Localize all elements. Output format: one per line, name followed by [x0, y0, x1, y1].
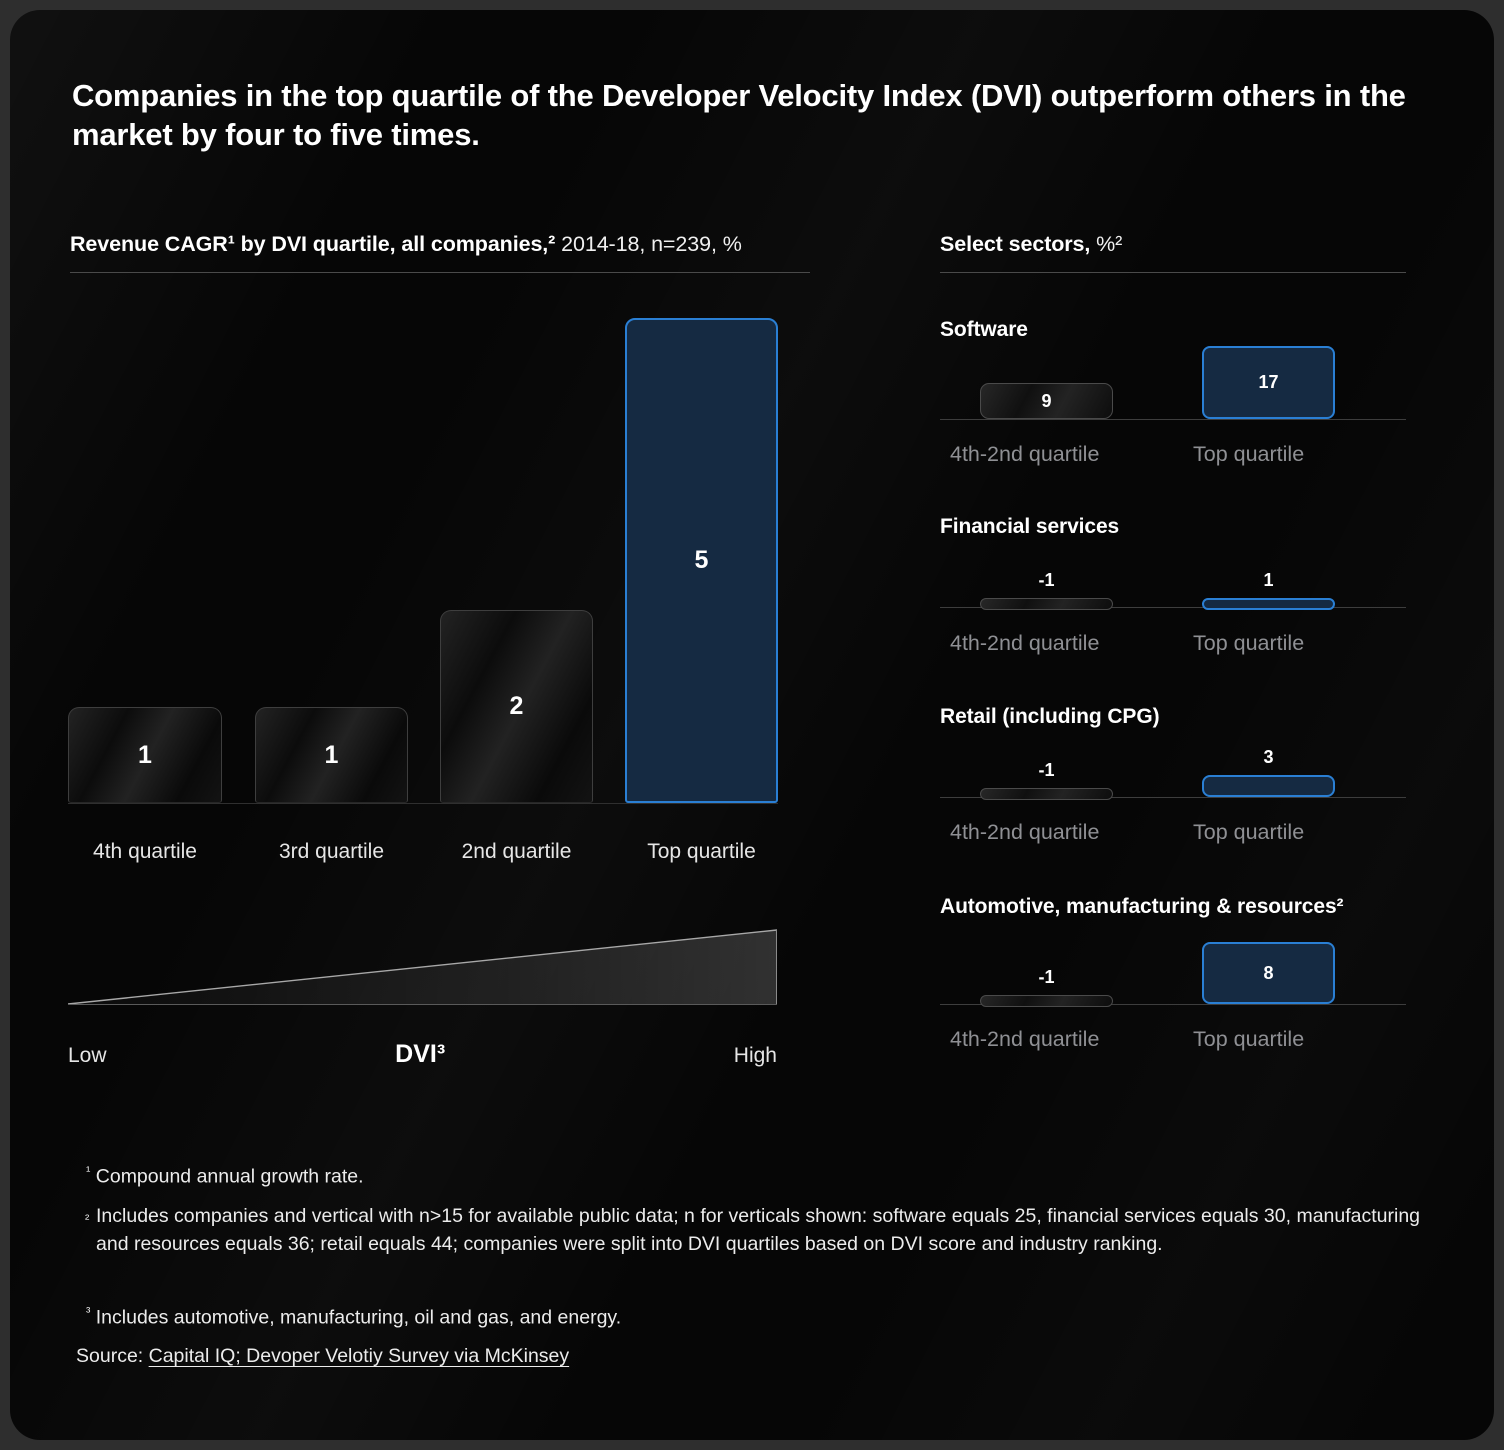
exhibit-card: Companies in the top quartile of the Dev… [10, 10, 1494, 1440]
sector-chart-financial: -1 1 [940, 560, 1406, 610]
sector-chart-retail: -1 3 [940, 740, 1406, 800]
dvi-wedge [67, 928, 778, 1006]
financial-bar-top-rect [1202, 598, 1335, 610]
retail-value-4th-2nd: -1 [1038, 760, 1055, 780]
sectors-header-bold: Select sectors, [940, 232, 1091, 256]
bar-4th-quartile-value: 1 [138, 740, 152, 769]
footnote-1-marker: ¹ [86, 1163, 91, 1178]
footnote-2-marker: ² [85, 1211, 90, 1226]
financial-value-top: 1 [1263, 570, 1274, 590]
sector-title-financial: Financial services [940, 515, 1120, 538]
bar-top-quartile-value: 5 [694, 546, 709, 574]
retail-bar-top: 3 [1202, 740, 1335, 797]
software-bar-4th-2nd: 9 [980, 340, 1113, 419]
dvi-axis-row: Low DVI³ High [68, 1040, 777, 1069]
retail-bar-top-rect [1202, 775, 1335, 797]
automotive-value-top: 8 [1263, 962, 1274, 983]
dvi-axis-label: DVI³ [395, 1040, 446, 1068]
software-value-4th-2nd: 9 [1041, 390, 1052, 411]
automotive-bar-top-rect: 8 [1202, 942, 1335, 1004]
software-label-4th-2nd: 4th-2nd quartile [950, 442, 1100, 466]
bar-2nd-quartile-value: 2 [509, 692, 524, 720]
automotive-value-4th-2nd: -1 [1038, 967, 1055, 987]
xlabel-top-quartile: Top quartile [647, 840, 756, 863]
bar-top-quartile: 5 [625, 318, 778, 803]
software-bar-top: 17 [1202, 340, 1335, 419]
sector-chart-automotive: -1 8 [940, 930, 1406, 1007]
sector-title-software: Software [940, 318, 1028, 341]
automotive-bar-4th-2nd: -1 [980, 930, 1113, 1007]
bar-4th-quartile: 1 [68, 707, 222, 803]
sectors-header: Select sectors, %² [940, 232, 1122, 257]
footnote-1-text: Compound annual growth rate. [90, 1165, 364, 1188]
financial-bar-4th-2nd: -1 [980, 560, 1113, 610]
footnote-1: ¹ Compound annual growth rate. [86, 1157, 1431, 1191]
financial-value-4th-2nd: -1 [1038, 570, 1055, 590]
automotive-bar-4th-2nd-rect [980, 995, 1113, 1007]
bar-3rd-quartile: 1 [255, 707, 408, 803]
left-header-divider [70, 272, 810, 273]
software-bar-top-rect: 17 [1202, 346, 1335, 419]
source-line: Source: Capital IQ; Devoper Velotiy Surv… [76, 1345, 569, 1368]
financial-bar-4th-2nd-rect [980, 598, 1113, 610]
main-bar-chart: 1 1 2 5 [68, 318, 778, 804]
financial-label-top: Top quartile [1193, 631, 1305, 655]
sector-title-automotive: Automotive, manufacturing & resources² [940, 895, 1344, 918]
xlabel-4th-quartile: 4th quartile [93, 840, 197, 863]
main-chart-baseline [68, 803, 778, 804]
dvi-wedge-triangle [67, 929, 778, 1005]
automotive-bar-top: 8 [1202, 930, 1335, 1004]
financial-bar-top: 1 [1202, 560, 1335, 610]
software-label-top: Top quartile [1193, 442, 1305, 466]
footnote-3-text: Includes automotive, manufacturing, oil … [90, 1306, 622, 1329]
xlabel-2nd-quartile: 2nd quartile [461, 840, 572, 863]
retail-label-4th-2nd: 4th-2nd quartile [950, 820, 1100, 844]
sectors-header-regular: %² [1090, 232, 1123, 256]
left-chart-header-regular: 2014-18, n=239, % [555, 232, 742, 256]
automotive-label-top: Top quartile [1193, 1027, 1305, 1051]
automotive-label-4th-2nd: 4th-2nd quartile [950, 1027, 1100, 1051]
source-link[interactable]: Capital IQ; Devoper Velotiy Survey via M… [148, 1345, 570, 1367]
left-chart-header: Revenue CAGR¹ by DVI quartile, all compa… [70, 232, 742, 257]
xlabel-3rd-quartile: 3rd quartile [278, 840, 385, 863]
retail-bar-4th-2nd: -1 [980, 740, 1113, 800]
bar-2nd-quartile: 2 [440, 610, 593, 803]
left-chart-header-bold: Revenue CAGR¹ by DVI quartile, all compa… [70, 232, 556, 256]
retail-value-top: 3 [1263, 747, 1274, 767]
financial-label-4th-2nd: 4th-2nd quartile [950, 631, 1100, 655]
sector-title-retail: Retail (including CPG) [940, 705, 1160, 728]
footnote-3: ³ Includes automotive, manufacturing, oi… [86, 1298, 1431, 1332]
source-prefix: Source: [76, 1345, 149, 1367]
page-title: Companies in the top quartile of the Dev… [72, 78, 1406, 153]
sectors-header-divider [940, 272, 1406, 273]
dvi-axis-high: High [733, 1044, 777, 1067]
software-value-top: 17 [1258, 372, 1279, 392]
retail-bar-4th-2nd-rect [980, 788, 1113, 800]
bar-3rd-quartile-value: 1 [324, 740, 339, 769]
footnote-3-marker: ³ [86, 1304, 91, 1319]
footnote-2-text: Includes companies and vertical with n>1… [96, 1205, 1421, 1255]
software-bar-4th-2nd-rect: 9 [980, 383, 1113, 419]
retail-label-top: Top quartile [1193, 820, 1305, 844]
sector-chart-software: 9 17 [940, 340, 1406, 420]
footnote-2: ² Includes companies and vertical with n>… [85, 1203, 1431, 1258]
dvi-axis-low: Low [68, 1044, 107, 1067]
